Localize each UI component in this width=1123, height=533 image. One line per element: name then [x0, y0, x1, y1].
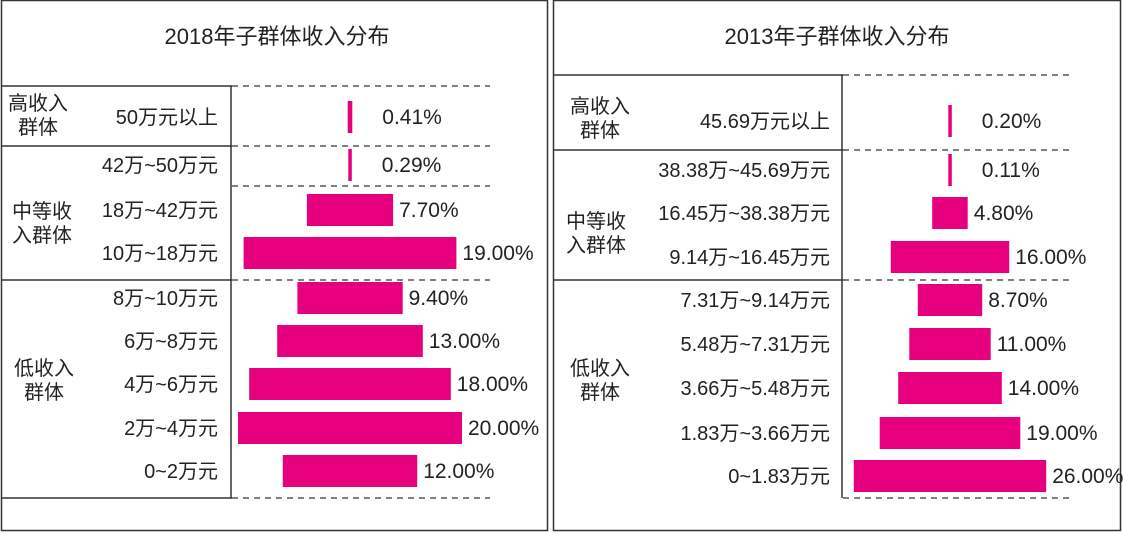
category-label: 4万~6万元 — [124, 374, 218, 396]
chart-title: 2018年子群体收入分布 — [165, 24, 390, 49]
bar — [909, 328, 991, 360]
bar — [249, 368, 451, 400]
chart-marks-2018: 50万元以上 0.41% 42万~50万元 0.29% 18万~42万元 7.70% 10万… — [102, 101, 539, 487]
bar — [917, 284, 983, 316]
dashed-separators — [232, 85, 490, 499]
data-label: 19.00% — [1026, 422, 1097, 445]
category-label: 8万~10万元 — [113, 288, 218, 310]
category-label: 10万~18万元 — [102, 243, 218, 265]
bar — [348, 149, 352, 181]
chart-title: 2013年子群体收入分布 — [725, 24, 950, 49]
bar — [879, 417, 1021, 449]
bar — [243, 237, 457, 269]
group-label-low: 低收入群体 — [570, 357, 630, 404]
category-label: 50万元以上 — [116, 106, 218, 129]
category-label: 1.83万~3.66万元 — [680, 423, 830, 445]
category-label: 3.66万~5.48万元 — [680, 378, 830, 400]
group-label-middle: 中等收入群体 — [12, 200, 72, 247]
data-label: 19.00% — [462, 242, 533, 265]
chart-marks-2013: 45.69万元以上 0.20% 38.38万~45.69万元 0.11% 16.45万~… — [658, 105, 1123, 492]
group-label-high: 高收入群体 — [570, 95, 630, 142]
bar — [297, 282, 403, 314]
data-label: 20.00% — [468, 417, 539, 440]
data-label: 8.70% — [988, 289, 1048, 312]
data-label: 11.00% — [997, 333, 1067, 356]
data-label: 16.00% — [1015, 246, 1086, 269]
data-label: 0.20% — [982, 110, 1042, 133]
data-label: 12.00% — [423, 460, 494, 483]
bar — [347, 101, 353, 133]
data-label: 0.11% — [982, 159, 1040, 182]
data-label: 7.70% — [399, 199, 459, 222]
dashed-separators — [843, 74, 1070, 499]
category-label: 16.45万~38.38万元 — [658, 203, 830, 225]
data-label: 4.80% — [974, 202, 1034, 225]
category-label: 6万~8万元 — [124, 331, 218, 353]
category-label: 38.38万~45.69万元 — [658, 160, 830, 182]
data-label: 0.41% — [382, 106, 442, 129]
data-label: 0.29% — [382, 154, 442, 177]
group-label-low: 低收入群体 — [14, 357, 74, 404]
category-label: 0~1.83万元 — [728, 466, 830, 488]
label-table — [554, 74, 843, 498]
panel-border — [552, 0, 1122, 532]
category-label: 2万~4万元 — [124, 418, 218, 440]
category-label: 9.14万~16.45万元 — [669, 247, 830, 269]
category-label: 18万~42万元 — [102, 200, 218, 222]
group-label-middle: 中等收入群体 — [566, 210, 626, 257]
bar — [890, 241, 1010, 273]
bar — [853, 460, 1047, 492]
bar — [898, 372, 1002, 404]
bar — [238, 412, 462, 444]
data-label: 13.00% — [429, 330, 500, 353]
category-label: 5.48万~7.31万元 — [680, 334, 830, 356]
data-label: 9.40% — [409, 287, 469, 310]
bar — [948, 154, 952, 186]
bar — [932, 197, 968, 229]
bar — [282, 455, 418, 487]
data-label: 14.00% — [1008, 377, 1079, 400]
category-label: 7.31万~9.14万元 — [680, 290, 830, 312]
category-label: 42万~50万元 — [102, 155, 218, 177]
bar — [277, 325, 423, 357]
label-table — [2, 85, 232, 499]
bar — [306, 194, 394, 226]
category-label: 0~2万元 — [144, 461, 218, 483]
bar — [948, 105, 952, 137]
panel-border — [0, 0, 549, 532]
category-label: 45.69万元以上 — [700, 110, 830, 133]
data-label: 26.00% — [1052, 465, 1123, 488]
group-label-high: 高收入群体 — [8, 92, 68, 139]
data-label: 18.00% — [457, 373, 528, 396]
panel-2013: 2013年子群体收入分布 高收入群体 中等收入群体 低收入群体 45.69万元以… — [552, 0, 1123, 532]
panel-2018: 2018年子群体收入分布 高收入群体 中等收入群体 低收入群体 50万元以上 0.… — [0, 0, 549, 532]
